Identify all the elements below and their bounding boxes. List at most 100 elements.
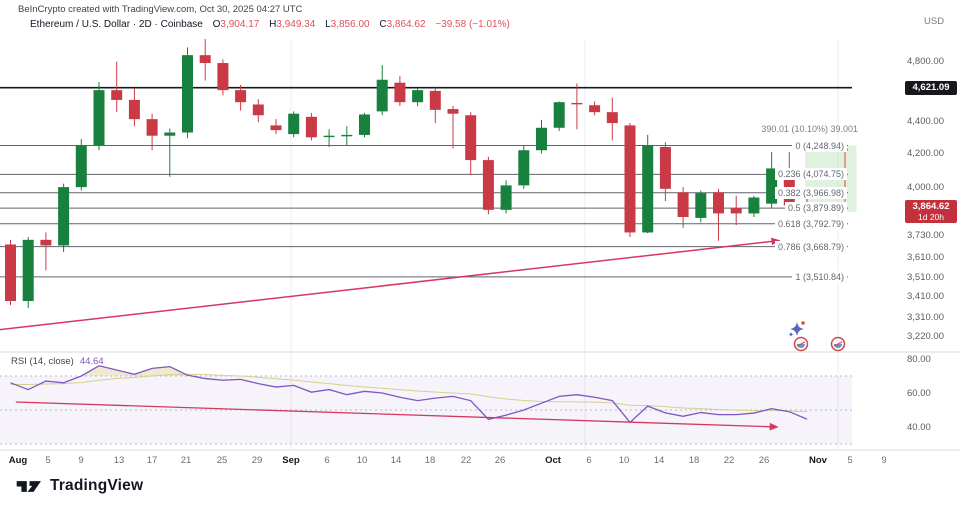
rsi-line [10,365,808,424]
candle-body [199,55,211,64]
candle-body [412,90,424,103]
candle-body [182,55,193,133]
candle-body [394,82,406,103]
price-axis-label[interactable]: 4,800.00 [907,56,944,68]
price-axis-label[interactable]: 3,310.00 [907,311,944,323]
time-axis-label[interactable]: 26 [494,455,506,466]
time-axis-label[interactable]: 29 [251,455,263,466]
candle-body [217,63,229,91]
rsi-value: 44.64 [79,356,104,367]
price-axis-label[interactable]: 3,610.00 [907,252,944,264]
candle-body [677,192,689,217]
time-axis-label[interactable]: 10 [618,455,630,466]
candle-body [75,145,87,188]
candle-body [305,116,317,138]
price-axis-label[interactable]: 3,510.00 [907,271,944,283]
price-axis-label[interactable]: 4,000.00 [907,181,944,193]
price-axis-label[interactable]: 3,220.00 [907,330,944,342]
measurement-label: 390.01 (10.10%) 39.001 [761,124,858,134]
badge-icon[interactable] [830,336,846,352]
candle-body [766,168,778,204]
time-axis-label[interactable]: 10 [356,455,368,466]
fib-level-label[interactable]: 0.786 (3,668.79) [774,240,847,253]
time-axis-label[interactable]: 9 [78,455,84,466]
candle-body [482,160,494,210]
time-axis-label[interactable]: 26 [758,455,770,466]
price-axis-label[interactable]: 3,730.00 [907,229,944,241]
time-axis-label[interactable]: 9 [881,455,887,466]
candle-body [146,119,158,136]
sparkle-dot [801,321,805,325]
candle-body [589,105,601,113]
time-axis-label[interactable]: Sep [282,455,300,466]
candle-body [376,79,388,112]
time-axis-label[interactable]: 14 [390,455,402,466]
rsi-trendline[interactable] [15,401,773,428]
candle-body [447,109,459,114]
sparkle-icon[interactable] [788,321,805,337]
candle-body [359,114,370,135]
time-axis-label[interactable]: 14 [653,455,665,466]
rsi-trendline-arrowhead[interactable] [769,422,779,431]
time-axis-label[interactable]: Oct [545,455,561,466]
candle-body [536,127,547,151]
time-axis-label[interactable]: 5 [45,455,51,466]
badge-icon[interactable] [793,336,809,352]
time-axis-label[interactable]: 22 [460,455,472,466]
price-axis-label[interactable]: 4,400.00 [907,115,944,127]
last-price-badge: 3,864.62 1d 20h [905,200,957,223]
candle-body [5,244,16,302]
change-value: −39.58 (−1.01%) [435,19,510,30]
time-axis-label[interactable]: 5 [847,455,853,466]
high-label: H [269,19,277,30]
attribution-text: BeInCrypto created with TradingView.com,… [18,4,303,15]
time-axis-label[interactable]: 22 [723,455,735,466]
candle-body [22,239,34,302]
price-axis-label[interactable]: 3,410.00 [907,291,944,303]
candle-body [429,90,441,110]
time-axis-label[interactable]: 18 [424,455,436,466]
candle-body [500,185,512,210]
time-axis-label[interactable]: 17 [146,455,158,466]
rsi-title: RSI (14, close) [11,356,74,367]
low-label: L [325,19,331,30]
tradingview-logo-text: TradingView [50,477,144,494]
fib-level-label[interactable]: 0.382 (3,966.98) [774,186,847,199]
time-axis-label[interactable]: Aug [8,455,28,466]
open-label: O [212,19,221,30]
low-value: 3,856.00 [330,19,370,30]
fib-level-label[interactable]: 0.5 (3,879.89) [784,202,847,215]
rsi-axis-label[interactable]: 80.00 [907,353,931,365]
time-axis-label[interactable]: 6 [324,455,330,466]
fib-level-label[interactable]: 1 (3,510.84) [792,270,847,283]
candle-body [40,239,52,246]
time-axis-label[interactable]: Nov [809,455,827,466]
rsi-axis-label[interactable]: 60.00 [907,387,931,399]
rsi-axis-label[interactable]: 40.00 [907,421,931,433]
candle-body [642,145,654,233]
candle-body [518,150,530,186]
candle-countdown: 1d 20h [918,212,944,222]
rsi-overbought-fill [81,365,195,376]
time-axis-label[interactable]: 21 [180,455,192,466]
fib-level-label[interactable]: 0.618 (3,792.79) [774,217,847,230]
main-trendline[interactable] [0,240,775,331]
fib-level-label[interactable]: 0.236 (4,074.75) [774,168,847,181]
candle-body [659,146,671,189]
high-value: 3,949.34 [276,19,316,30]
time-axis-label[interactable]: 18 [688,455,700,466]
fib-level-label[interactable]: 0 (4,248.94) [792,139,847,152]
candle-body [465,115,477,161]
close-value: 3,864.62 [386,19,426,30]
candle-body [164,132,176,136]
time-axis-label[interactable]: 6 [586,455,592,466]
candle-body [341,134,353,137]
candle-body [323,135,335,138]
rsi-legend: RSI (14, close) 44.64 [11,356,104,367]
time-axis-label[interactable]: 25 [216,455,228,466]
price-axis-label[interactable]: 4,200.00 [907,148,944,159]
tradingview-logo[interactable]: TradingView [16,477,143,495]
candle-body [111,90,123,100]
time-axis-label[interactable]: 13 [113,455,125,466]
